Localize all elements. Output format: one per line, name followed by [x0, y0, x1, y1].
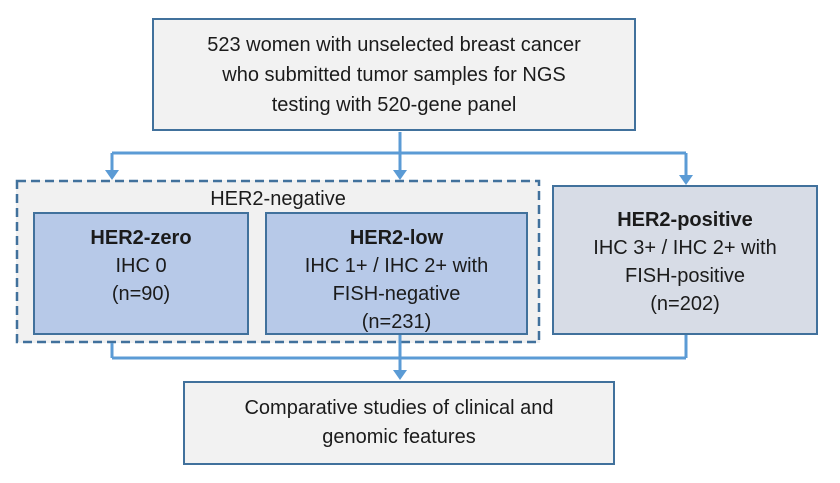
her2-positive-box: HER2-positive IHC 3+ / IHC 2+ with FISH-… — [552, 185, 818, 335]
cohort-text-line: who submitted tumor samples for NGS — [222, 63, 566, 86]
outcome-text-line: genomic features — [322, 426, 476, 448]
merge-arrowheads — [393, 370, 407, 380]
arrowhead-down-icon — [393, 370, 407, 380]
outcome-box: Comparative studies of clinical and geno… — [183, 381, 615, 465]
her2-zero-title: HER2-zero — [90, 227, 192, 249]
her2-low-box: HER2-low IHC 1+ / IHC 2+ with FISH-negat… — [265, 212, 528, 335]
arrowhead-down-icon — [105, 170, 119, 180]
her2-low-text-line: (n=231) — [361, 311, 432, 333]
cohort-text-line: testing with 520-gene panel — [271, 93, 517, 116]
her2-low-title: HER2-low — [349, 227, 444, 249]
her2-zero-text-line: (n=90) — [111, 283, 171, 305]
her2-positive-title: HER2-positive — [617, 209, 753, 231]
her2-positive-text-line: FISH-positive — [624, 265, 746, 287]
her2-negative-group-label: HER2-negative — [210, 188, 346, 210]
her2-zero-box: HER2-zero IHC 0 (n=90) — [33, 212, 249, 335]
branch-connector — [110, 132, 688, 176]
arrowhead-down-icon — [679, 175, 693, 185]
outcome-text-line: Comparative studies of clinical and — [244, 397, 554, 419]
her2-positive-text-line: (n=202) — [650, 293, 720, 315]
cohort-text-line: 523 women with unselected breast cancer — [207, 33, 581, 56]
her2-zero-text-line: IHC 0 — [115, 255, 167, 277]
arrowhead-down-icon — [393, 170, 407, 180]
her2-positive-text-line: IHC 3+ / IHC 2+ with — [593, 237, 777, 259]
her2-low-text-line: FISH-negative — [332, 283, 461, 305]
cohort-box: 523 women with unselected breast cancer … — [152, 18, 636, 131]
her2-low-text-line: IHC 1+ / IHC 2+ with — [304, 255, 489, 277]
